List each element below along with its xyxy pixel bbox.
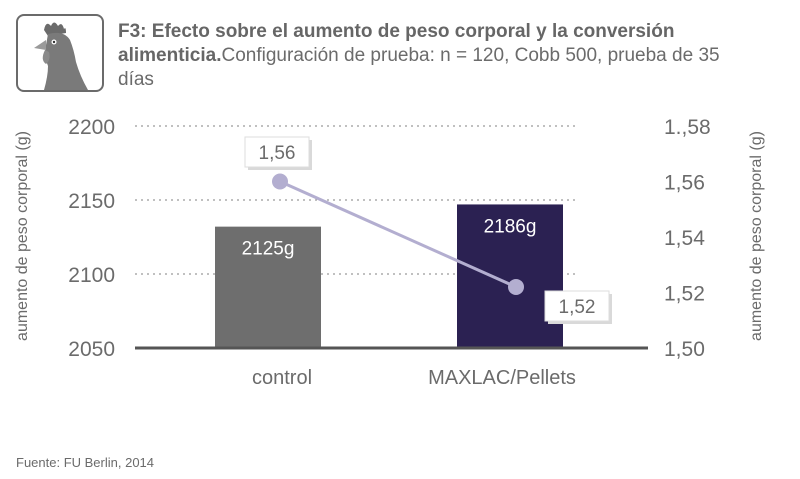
right-tick-label: 1,50: [664, 338, 705, 361]
fcr-point: [272, 173, 288, 190]
right-tick-label: 1.,58: [664, 116, 711, 139]
left-tick-label: 2200: [68, 116, 115, 139]
bar: [215, 226, 321, 348]
left-tick-label: 2050: [68, 338, 115, 361]
right-tick-label: 1,56: [664, 172, 705, 195]
title-regular: Configuración de prueba: n = 120, Cobb 5…: [118, 45, 720, 90]
bar-data-label: 2125g: [242, 239, 295, 260]
title-bold: F3: Efecto sobre el aumento de peso corp…: [118, 21, 675, 66]
category-label: control: [252, 367, 312, 389]
fcr-point: [508, 278, 524, 295]
bar-data-label: 2186g: [484, 216, 537, 237]
fcr-data-label: 1,56: [259, 143, 296, 164]
left-tick-label: 2100: [68, 264, 115, 287]
source-note: Fuente: FU Berlin, 2014: [16, 455, 155, 470]
right-tick-label: 1,54: [664, 227, 705, 250]
right-tick-label: 1,52: [664, 283, 705, 306]
fcr-line: [279, 180, 517, 289]
right-axis-title: aumento de peso corporal (g): [748, 131, 765, 341]
chicken-head-icon: [16, 14, 104, 92]
callout-box: [544, 290, 610, 322]
left-tick-label: 2150: [68, 190, 115, 213]
chart-title: F3: Efecto sobre el aumento de peso corp…: [118, 20, 758, 92]
bar: [457, 204, 563, 348]
fcr-data-label: 1,52: [559, 297, 596, 318]
callout-box: [244, 136, 310, 168]
left-axis-title: aumento de peso corporal (g): [14, 131, 31, 341]
category-label: MAXLAC/Pellets: [428, 367, 576, 389]
